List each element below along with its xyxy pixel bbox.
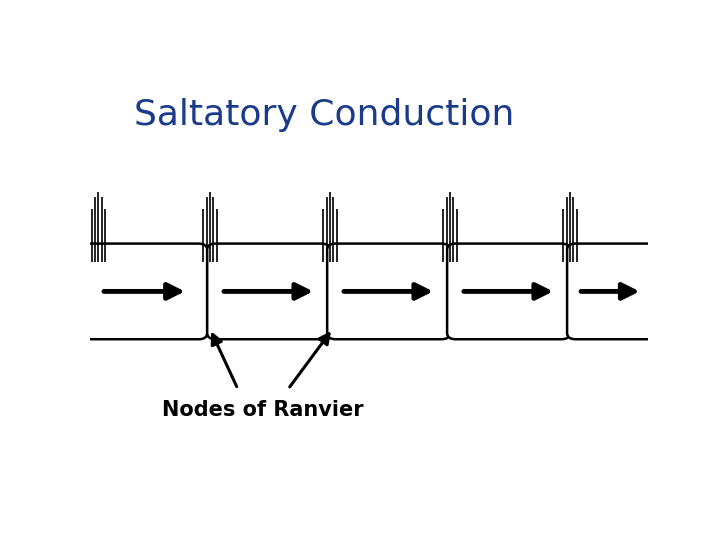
- FancyBboxPatch shape: [207, 244, 330, 339]
- Text: Nodes of Ranvier: Nodes of Ranvier: [162, 400, 364, 420]
- Bar: [90, 262, 648, 321]
- FancyBboxPatch shape: [327, 244, 450, 339]
- Text: Saltatory Conduction: Saltatory Conduction: [134, 98, 515, 132]
- FancyBboxPatch shape: [81, 244, 207, 339]
- FancyBboxPatch shape: [567, 244, 662, 339]
- FancyBboxPatch shape: [447, 244, 570, 339]
